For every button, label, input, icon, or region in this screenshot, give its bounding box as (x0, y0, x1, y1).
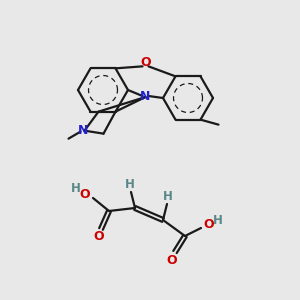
Text: O: O (204, 218, 214, 232)
Text: N: N (78, 124, 89, 137)
Text: H: H (163, 190, 173, 202)
Text: O: O (80, 188, 90, 202)
Text: O: O (167, 254, 177, 266)
Text: H: H (213, 214, 223, 227)
Text: O: O (94, 230, 104, 244)
Text: H: H (71, 182, 81, 196)
Text: O: O (140, 56, 151, 69)
Text: N: N (140, 91, 151, 103)
Text: H: H (125, 178, 135, 190)
